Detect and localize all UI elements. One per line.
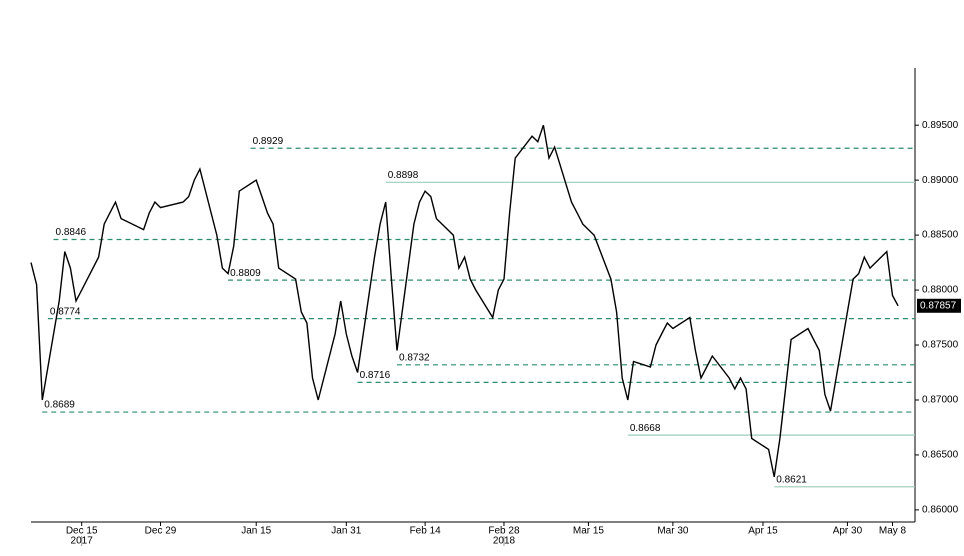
- year-label: 2018: [493, 536, 516, 547]
- level-label: 0.8716: [360, 370, 391, 381]
- level-label: 0.8668: [630, 423, 661, 434]
- level-label: 0.8846: [56, 227, 87, 238]
- year-label: 2017: [71, 536, 94, 547]
- y-tick-label: 0.88500: [922, 230, 959, 241]
- last-value-label: 0.87857: [920, 300, 957, 311]
- x-tick-label: May 8: [879, 526, 907, 537]
- last-value-box: [917, 298, 961, 313]
- y-tick-label: 0.89000: [922, 175, 959, 186]
- x-tick-label: Jan 31: [331, 526, 361, 537]
- level-label: 0.8732: [399, 352, 430, 363]
- x-tick-label: Apr 30: [833, 526, 863, 537]
- level-label: 0.8689: [44, 400, 75, 411]
- level-label: 0.8898: [388, 170, 419, 181]
- x-tick-label: Apr 15: [748, 526, 778, 537]
- level-label: 0.8809: [230, 268, 261, 279]
- x-tick-label: Mar 15: [573, 526, 605, 537]
- x-tick-label: Feb 28: [488, 526, 520, 537]
- level-label: 0.8929: [253, 136, 284, 147]
- y-tick-label: 0.87500: [922, 340, 959, 351]
- y-tick-label: 0.88000: [922, 285, 959, 296]
- level-label: 0.8774: [50, 306, 81, 317]
- y-tick-label: 0.89500: [922, 120, 959, 131]
- y-tick-label: 0.86000: [922, 505, 959, 516]
- x-tick-label: Dec 15: [66, 526, 98, 537]
- x-tick-label: Feb 14: [410, 526, 442, 537]
- y-tick-label: 0.86500: [922, 450, 959, 461]
- x-tick-label: Dec 29: [145, 526, 177, 537]
- x-tick-label: Mar 30: [657, 526, 689, 537]
- y-tick-label: 0.87000: [922, 395, 959, 406]
- level-label: 0.8621: [776, 474, 807, 485]
- x-tick-label: Jan 15: [241, 526, 271, 537]
- price-line: [30, 124, 899, 478]
